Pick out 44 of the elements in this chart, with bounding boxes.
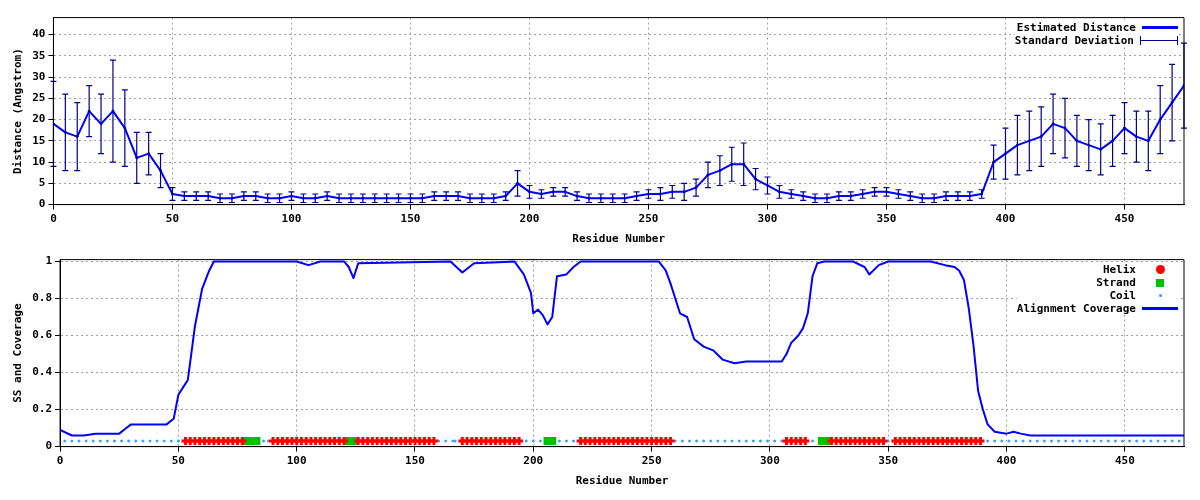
x-tick-label: 450 [1114,212,1135,226]
x-tick-label: 50 [165,212,180,226]
x-tick-label: 300 [757,212,778,226]
legend-label: Coil [1109,288,1136,302]
y-tick-label: 0.8 [32,291,53,305]
y-tick-label: 0.4 [32,365,53,379]
y-tick-label: 40 [32,27,46,41]
x-tick-label: 300 [759,454,780,468]
x-tick-label: 450 [1114,454,1135,468]
y-tick-label: 10 [32,154,46,168]
y-tick-label: 35 [32,48,46,62]
y-tick-label: 5 [38,176,46,190]
x-axis-title: Residue Number [575,474,669,488]
y-axis-title: Distance (Angstrom) [11,48,25,175]
y-tick-label: 15 [32,133,46,147]
y-tick-label: 25 [32,91,46,105]
y-tick-label: 1 [45,254,53,268]
legend-label: Standard Deviation [1014,33,1134,47]
x-tick-label: 200 [523,454,544,468]
x-tick-label: 400 [996,454,1017,468]
x-tick-label: 100 [281,212,302,226]
x-tick-label: 50 [171,454,185,468]
x-axis-title: Residue Number [572,232,666,246]
legend-label: Strand [1096,275,1136,289]
y-tick-label: 30 [32,69,46,83]
x-tick-label: 400 [995,212,1016,226]
y-tick-label: 0 [45,439,53,453]
x-tick-label: 0 [56,454,64,468]
y-axis-title: SS and Coverage [11,303,25,403]
legend-label: Helix [1102,262,1136,276]
legend-label: Alignment Coverage [1016,301,1136,315]
x-tick-label: 200 [519,212,540,226]
y-tick-label: 0.6 [32,328,53,342]
x-tick-label: 100 [286,454,307,468]
x-tick-label: 150 [400,212,421,226]
x-tick-label: 250 [638,212,659,226]
y-tick-label: 20 [32,112,46,126]
x-tick-label: 250 [641,454,662,468]
y-tick-label: 0 [38,197,46,211]
legend-label: Estimated Distance [1016,20,1136,34]
x-tick-label: 150 [405,454,425,468]
x-tick-label: 350 [876,212,897,226]
x-tick-label: 350 [878,454,899,468]
y-tick-label: 0.2 [32,402,53,416]
